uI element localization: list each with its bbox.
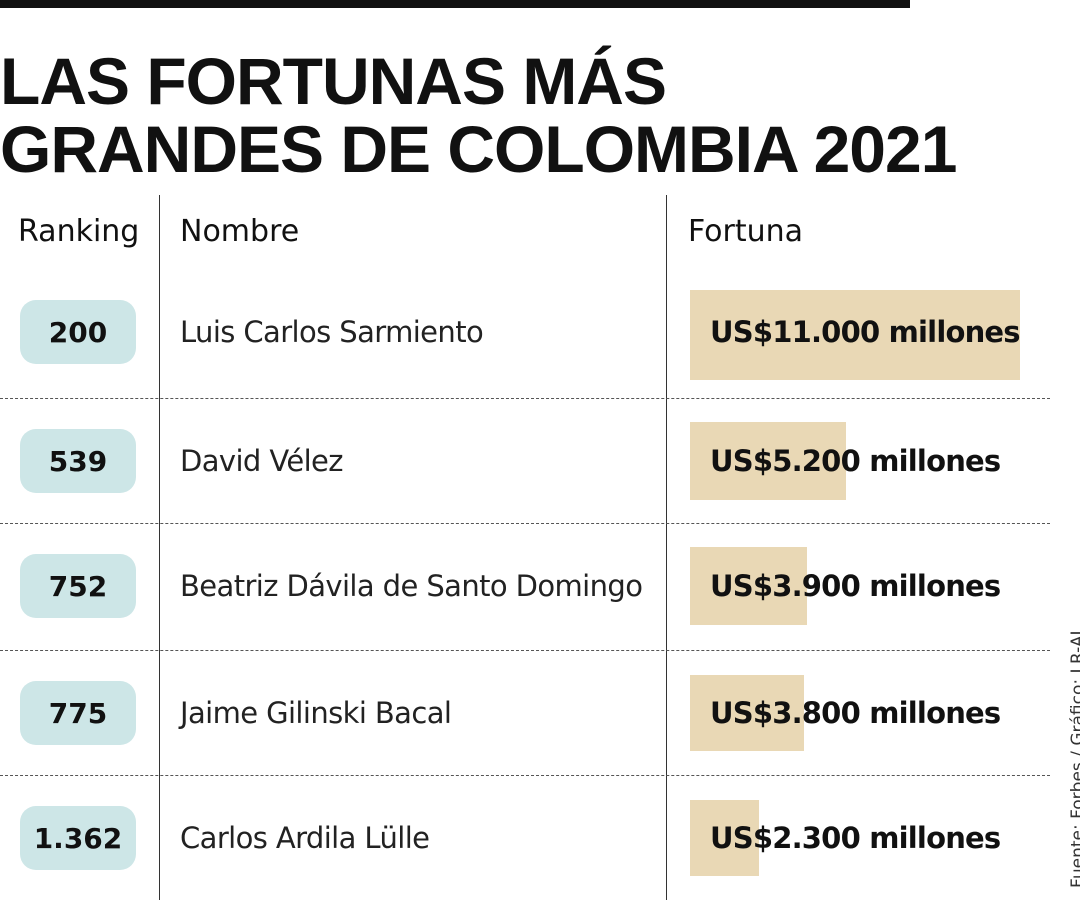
rank-badge: 539 — [20, 429, 136, 493]
header-nombre: Nombre — [180, 214, 300, 249]
row-divider — [0, 398, 1050, 399]
chart-title-line-2: GRANDES DE COLOMBIA 2021 — [0, 112, 957, 186]
fortune-bar — [690, 547, 807, 625]
fortune-label: US$5.200 millones — [710, 444, 1001, 478]
top-rule — [0, 0, 910, 8]
fortune-label: US$11.000 millones — [710, 315, 1021, 349]
table-row: 200 Luis Carlos Sarmiento US$11.000 millon… — [0, 272, 1050, 398]
header-fortuna: Fortuna — [688, 214, 804, 249]
rank-badge: 752 — [20, 554, 136, 618]
fortune-label: US$3.900 millones — [710, 569, 1001, 603]
fortune-bar — [690, 290, 1020, 380]
table-row: 1.362 Carlos Ardila Lülle US$2.300 millone… — [0, 775, 1050, 901]
person-name: David Vélez — [180, 444, 344, 478]
table-row: 539 David Vélez US$5.200 millones — [0, 398, 1050, 524]
person-name: Jaime Gilinski Bacal — [180, 696, 452, 730]
rank-badge: 775 — [20, 681, 136, 745]
source-note: Fuente: Forbes / Gráfico: LR-AL — [1068, 626, 1080, 888]
table-row: 775 Jaime Gilinski Bacal US$3.800 millones — [0, 650, 1050, 776]
column-divider-ranking — [159, 195, 160, 900]
fortune-bar — [690, 675, 804, 751]
person-name: Luis Carlos Sarmiento — [180, 315, 484, 349]
person-name: Carlos Ardila Lülle — [180, 821, 430, 855]
fortune-bar — [690, 800, 759, 876]
row-divider — [0, 650, 1050, 651]
fortune-bar — [690, 422, 846, 500]
row-divider — [0, 775, 1050, 776]
fortune-label: US$3.800 millones — [710, 696, 1001, 730]
chart-title-line-1: LAS FORTUNAS MÁS — [0, 44, 667, 118]
table-row: 752 Beatriz Dávila de Santo Domingo US$3.9… — [0, 523, 1050, 649]
header-ranking: Ranking — [18, 214, 140, 249]
rank-badge: 1.362 — [20, 806, 136, 870]
rank-badge: 200 — [20, 300, 136, 364]
column-divider-nombre — [666, 195, 667, 900]
fortune-label: US$2.300 millones — [710, 821, 1001, 855]
row-divider — [0, 523, 1050, 524]
person-name: Beatriz Dávila de Santo Domingo — [180, 569, 643, 603]
